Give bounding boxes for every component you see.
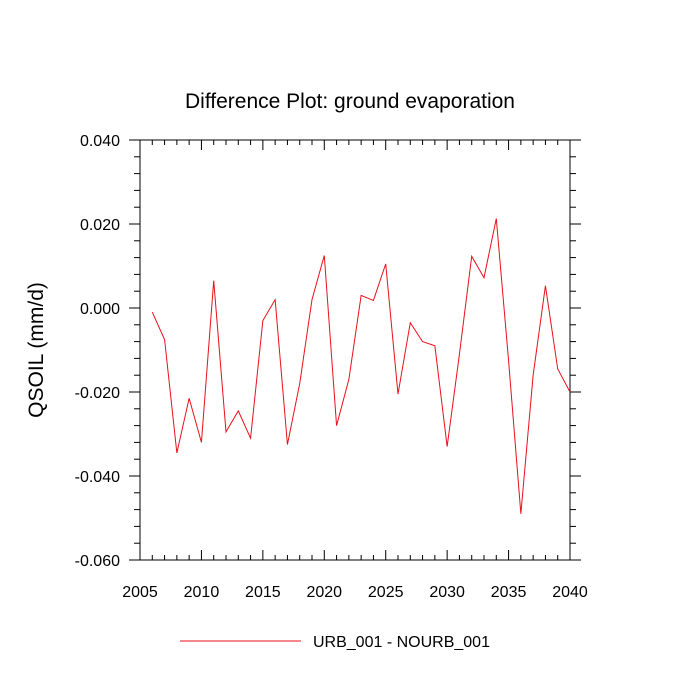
x-tick-label: 2010 <box>184 584 220 601</box>
legend: URB_001 - NOURB_001 <box>180 634 490 651</box>
y-tick-label: -0.040 <box>75 469 120 486</box>
x-tick-label: 2030 <box>429 584 465 601</box>
plot-axes: 2005 2010 2015 2020 2025 2030 2035 2040 0.040 0.0… <box>75 133 588 601</box>
plot-frame <box>139 139 571 561</box>
legend-label: URB_001 - NOURB_001 <box>313 634 490 651</box>
x-tick-label: 2035 <box>491 584 527 601</box>
x-tick-label: 2040 <box>552 584 588 601</box>
x-tick-label: 2005 <box>122 584 158 601</box>
series-line <box>151 218 571 514</box>
y-tick-label: 0.000 <box>80 301 120 318</box>
x-tick-label: 2020 <box>306 584 342 601</box>
x-tick-label: 2015 <box>245 584 281 601</box>
chart-title: Difference Plot: ground evaporation <box>185 90 515 113</box>
y-tick-label: 0.020 <box>80 217 120 234</box>
y-axis-label: QSOIL (mm/d) <box>25 282 48 418</box>
x-tick-label: 2025 <box>368 584 404 601</box>
plot-lines <box>151 218 571 514</box>
y-tick-label: 0.040 <box>80 133 120 150</box>
y-tick-label: -0.020 <box>75 385 120 402</box>
y-tick-label: -0.060 <box>75 553 120 570</box>
